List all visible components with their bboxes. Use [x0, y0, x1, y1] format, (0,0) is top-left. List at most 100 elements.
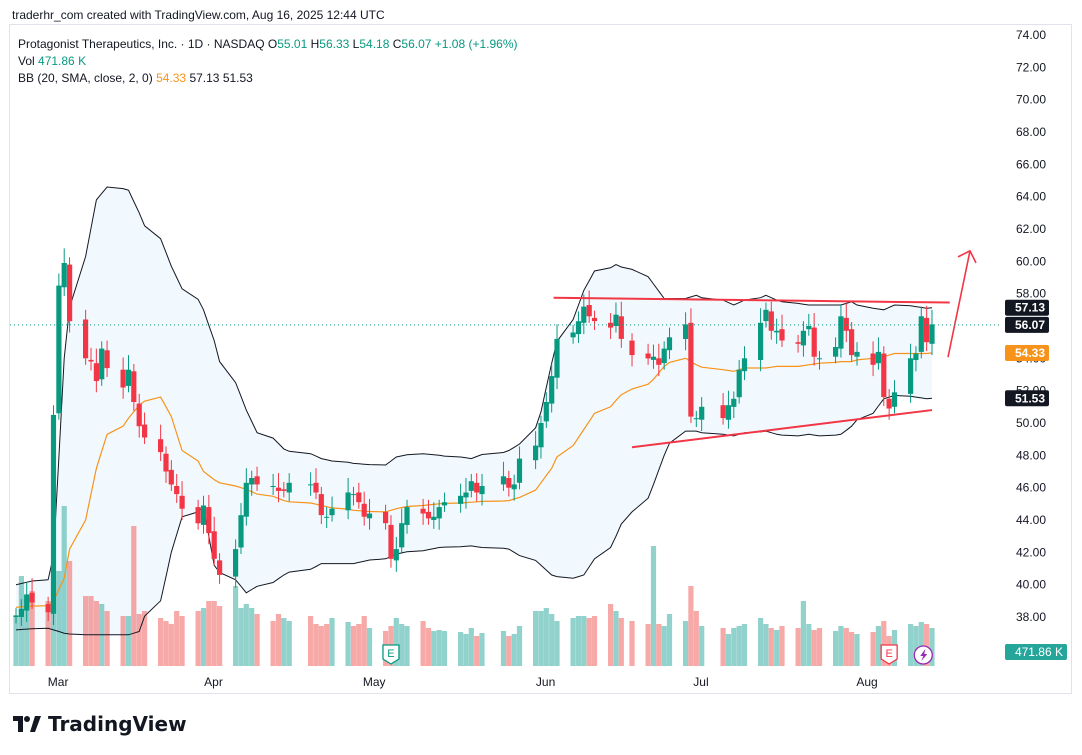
tradingview-logo-icon — [13, 716, 41, 732]
candle-body — [270, 486, 276, 487]
candle-body — [833, 347, 839, 357]
candle-body — [758, 322, 764, 360]
candle-body — [645, 353, 651, 359]
volume-bar — [533, 611, 539, 666]
candle-body — [168, 469, 174, 485]
volume-bar — [474, 636, 480, 666]
volume-bar — [795, 628, 801, 666]
candle-body — [913, 353, 919, 360]
candle-body — [206, 507, 212, 533]
legend-bb-label[interactable]: BB (20, SMA, close, 2, 0) — [18, 71, 153, 85]
resistance-trendline — [553, 296, 950, 304]
candle-body — [93, 363, 99, 381]
volume-bar — [158, 618, 164, 666]
candle-body — [849, 329, 855, 356]
candle-body — [195, 507, 201, 524]
volume-bar — [725, 634, 731, 666]
volume-bar — [629, 621, 635, 666]
legend-symbol-row: Protagonist Therapeutics, Inc. · 1D · NA… — [18, 36, 518, 53]
candle-body — [179, 495, 185, 509]
support-trendline — [631, 409, 933, 449]
lightning-icon-glyph — [920, 649, 928, 661]
volume-bar — [88, 596, 94, 666]
candle-body — [249, 478, 255, 485]
candle-body — [345, 492, 351, 511]
price-axis-label: 57.13 — [1015, 301, 1045, 315]
candle-body — [136, 403, 142, 427]
candle-body — [875, 351, 881, 364]
candle-body — [843, 317, 849, 331]
x-axis-tick-label: Aug — [856, 675, 877, 689]
volume-bar — [929, 628, 935, 666]
candle-body — [613, 314, 619, 326]
volume-bar — [463, 634, 469, 666]
legend-low-value: 54.18 — [359, 37, 390, 51]
candle-body — [200, 505, 207, 525]
legend-volume-label[interactable]: Vol — [18, 54, 35, 68]
volume-bar — [120, 616, 126, 666]
candle-body — [125, 369, 132, 386]
candle-body — [650, 356, 657, 360]
candle-body — [275, 487, 282, 491]
volume-bar — [549, 614, 555, 666]
candle-body — [881, 353, 887, 398]
x-axis-tick-label: Jul — [693, 675, 708, 689]
volume-bar — [83, 596, 89, 666]
volume-bar — [436, 630, 442, 666]
candle-body — [45, 604, 51, 613]
legend-bb-basis: 54.33 — [156, 71, 187, 85]
tradingview-brand[interactable]: TradingView — [12, 712, 187, 736]
volume-bar — [318, 626, 324, 666]
candle-body — [506, 478, 512, 488]
volume-bar — [688, 586, 694, 666]
earnings-marker[interactable]: E — [880, 644, 898, 665]
y-axis-tick-label: 60.00 — [1016, 254, 1046, 268]
volume-bar — [554, 621, 560, 666]
candle-body — [142, 424, 148, 438]
volume-bar — [779, 626, 785, 666]
legend-volume-row: Vol 471.86 K — [18, 53, 518, 70]
candle-body — [908, 358, 914, 394]
candle-body — [281, 489, 287, 491]
bollinger-lower-band — [15, 394, 933, 636]
legend-symbol[interactable]: Protagonist Therapeutics, Inc. · 1D · NA… — [18, 37, 265, 51]
volume-axis-label-bg — [1005, 644, 1067, 660]
candle-body — [549, 376, 555, 404]
volume-bar — [881, 621, 887, 666]
y-axis-tick-label: 74.00 — [1016, 28, 1046, 42]
candle-body — [211, 531, 217, 559]
candle-body — [13, 615, 19, 617]
candle-body — [24, 594, 30, 611]
volume-bar — [61, 506, 67, 666]
candle-body — [554, 338, 560, 378]
volume-bar — [420, 621, 426, 666]
volume-bar — [500, 631, 507, 666]
y-axis-tick-label: 38.00 — [1016, 610, 1046, 624]
candle-body — [436, 507, 442, 519]
volume-bar — [142, 611, 148, 666]
candle-body — [350, 494, 357, 496]
candle-body — [404, 507, 410, 525]
candle-body — [816, 358, 823, 360]
volume-bar — [666, 614, 673, 666]
y-axis-tick-label: 40.00 — [1016, 578, 1046, 592]
candle-body — [308, 484, 314, 486]
volume-bar — [768, 628, 774, 666]
volume-bar — [924, 624, 930, 666]
y-axis-tick-label: 70.00 — [1016, 93, 1046, 107]
y-axis-tick-label: 64.00 — [1016, 190, 1046, 204]
earnings-marker[interactable]: E — [382, 644, 400, 665]
legend-bb-row: BB (20, SMA, close, 2, 0) 54.33 57.13 51… — [18, 70, 518, 87]
volume-bar — [699, 626, 705, 666]
legend-change: +1.08 (+1.96%) — [434, 37, 518, 51]
candle-body — [581, 306, 587, 323]
volume-bar — [693, 611, 699, 666]
volume-bar — [45, 601, 51, 666]
price-axis-label: 54.33 — [1015, 346, 1045, 360]
candle-body — [441, 502, 448, 506]
candle-body — [431, 516, 437, 520]
candle-body — [774, 330, 780, 333]
candle-body — [533, 445, 539, 461]
candle-body — [104, 350, 110, 369]
